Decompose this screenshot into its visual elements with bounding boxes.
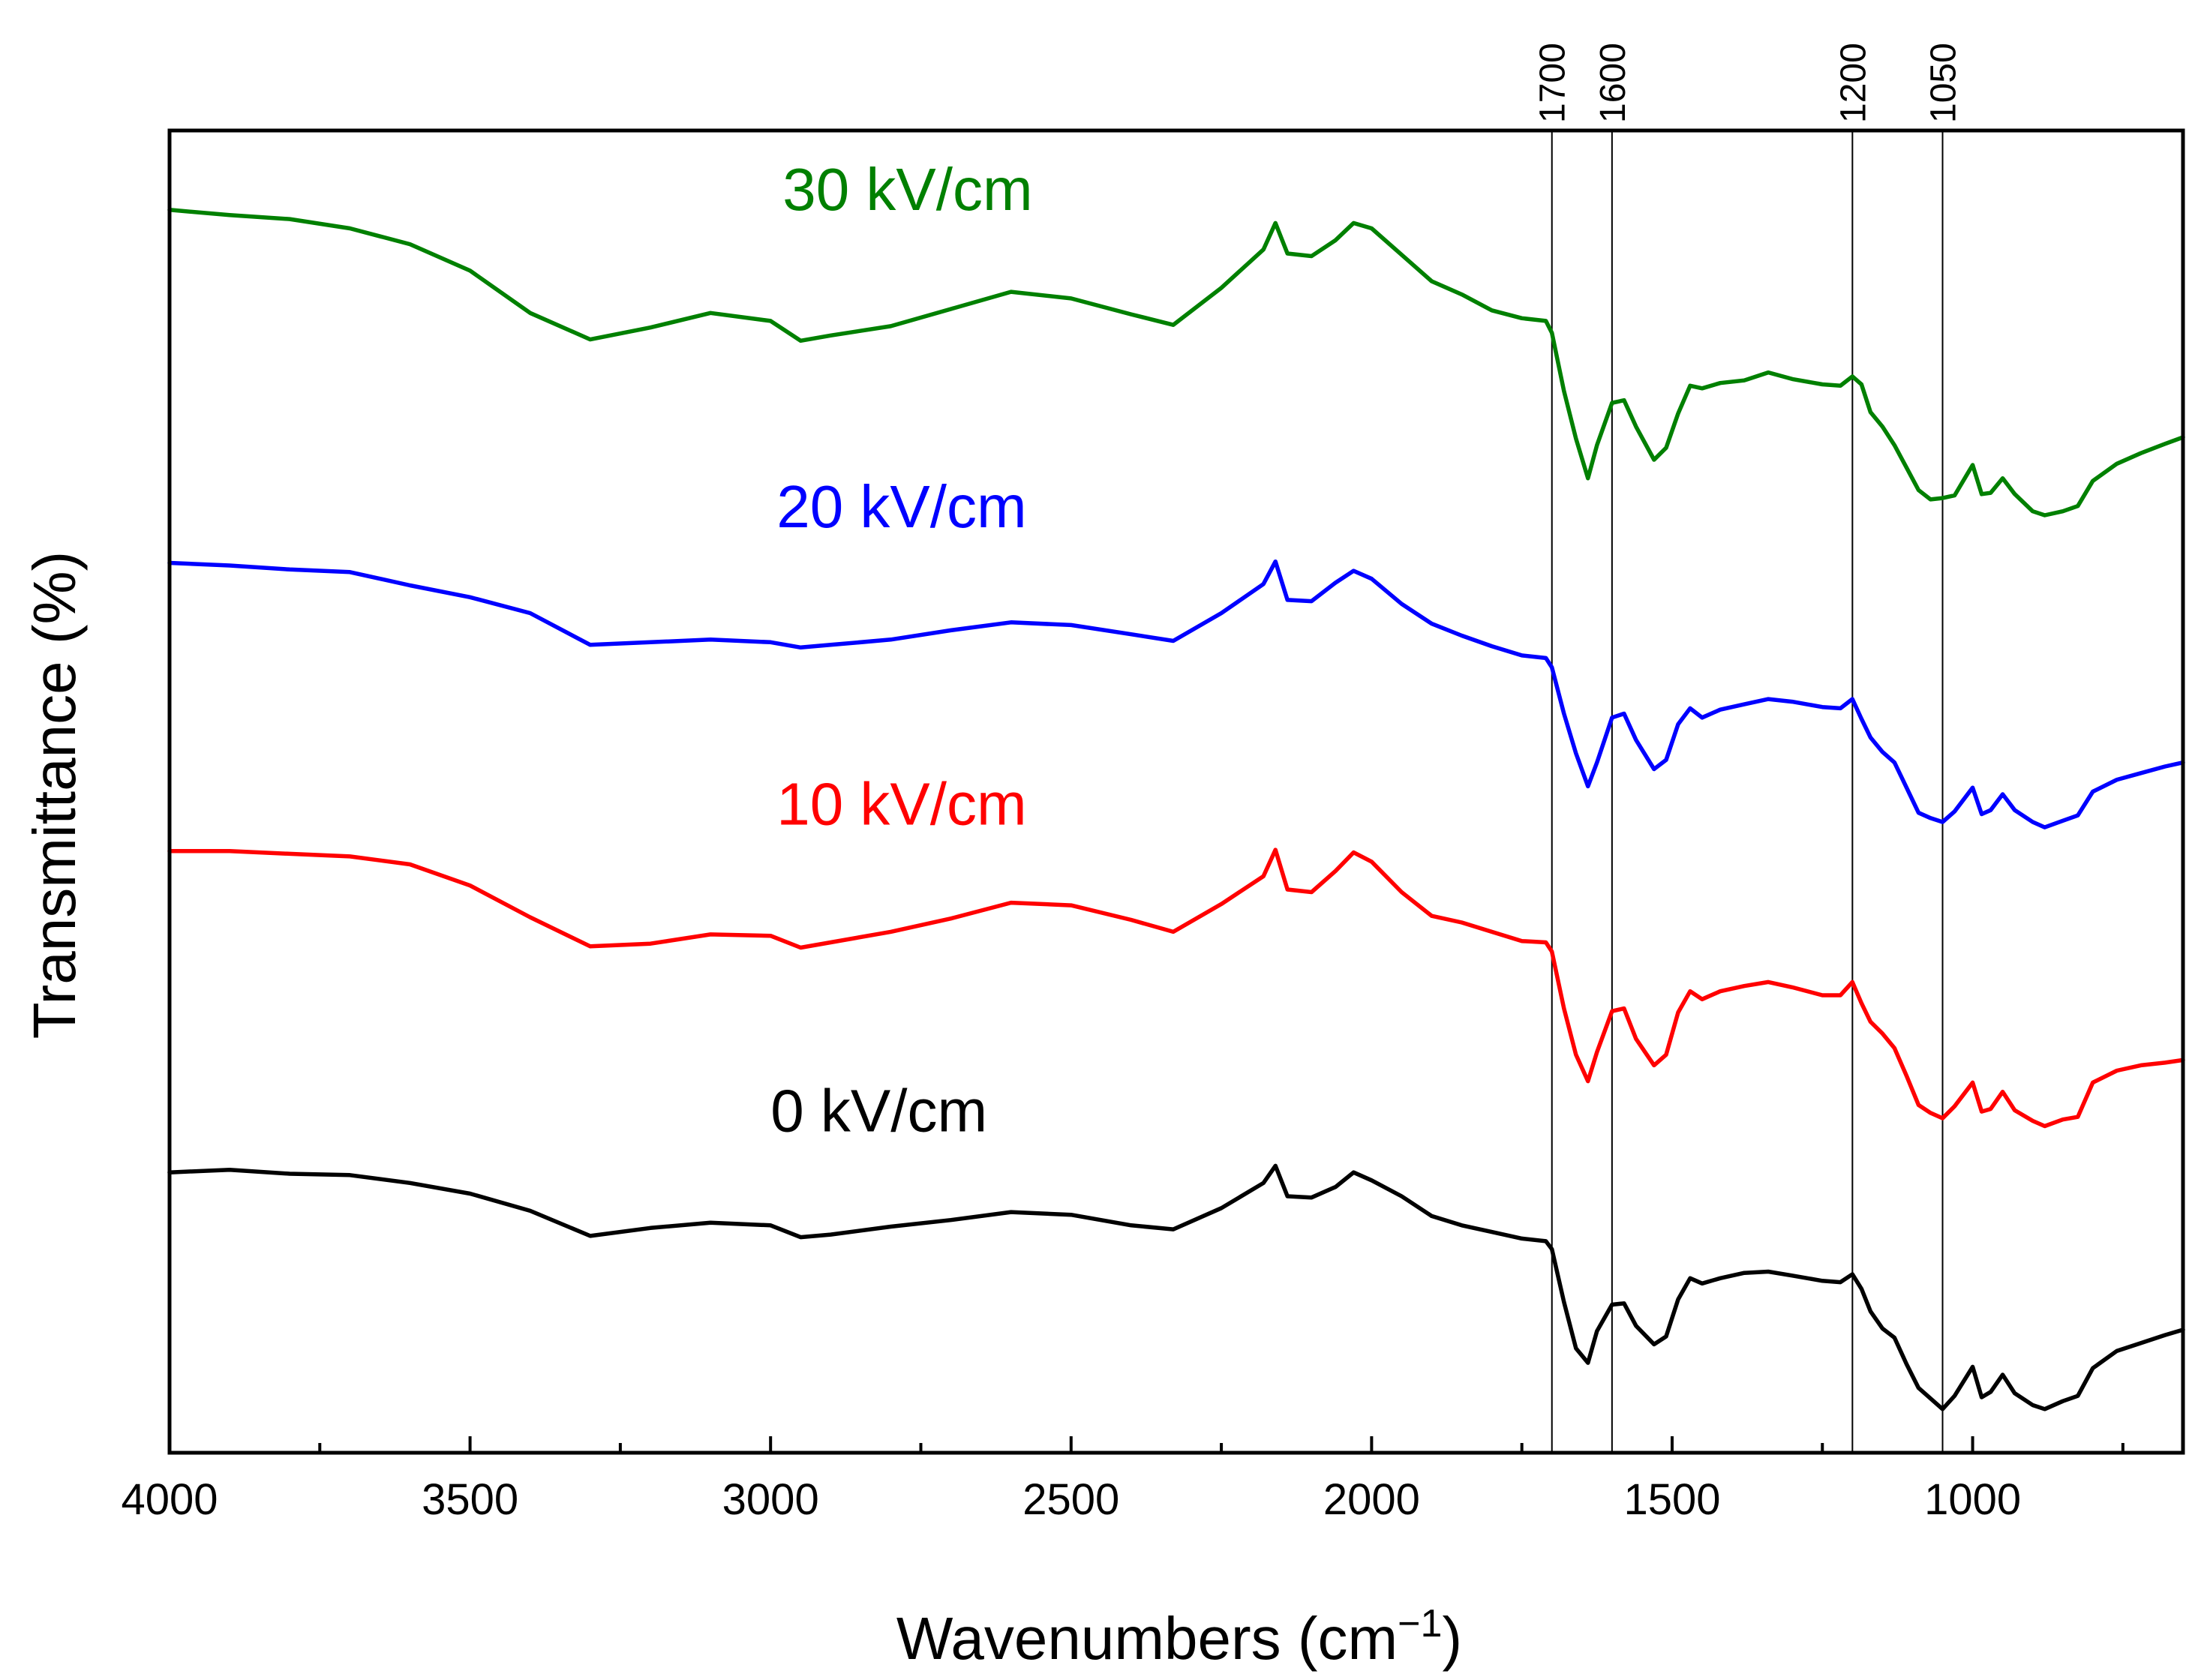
x-tick-label: 1500 (1623, 1475, 1720, 1524)
reference-line-labels: 1700 1600 1200 1050 (1533, 43, 1964, 123)
x-tick-label: 2500 (1022, 1475, 1119, 1524)
series-line-10-kv-cm (167, 848, 2185, 1129)
reference-lines (1551, 130, 1944, 1453)
series-label-20-kv-cm: 20 kV/cm (776, 473, 1026, 540)
series-line-30-kv-cm (167, 208, 2185, 518)
reference-line-label-1700: 1700 (1533, 43, 1573, 123)
x-tick-label: 3500 (422, 1475, 518, 1524)
series-labels: 30 kV/cm 20 kV/cm 10 kV/cm 0 kV/cm (770, 156, 1032, 1144)
series-label-10-kv-cm: 10 kV/cm (776, 771, 1026, 838)
x-tick-label: 3000 (722, 1475, 819, 1524)
series-line-0-kv-cm (167, 1163, 2185, 1412)
x-axis-title: Wavenumbers (cm−1) (896, 1602, 1462, 1672)
plot-area-frame (167, 128, 2185, 1455)
series-label-30-kv-cm: 30 kV/cm (782, 156, 1032, 223)
x-axis-ticks: 4000 3500 3000 2500 2000 1500 1000 (121, 1436, 2124, 1524)
x-tick-label: 4000 (121, 1475, 218, 1524)
y-axis-title: Transmittance (%) (21, 551, 88, 1040)
x-tick-label: 2000 (1323, 1475, 1420, 1524)
series-line-20-kv-cm (167, 559, 2185, 830)
reference-line-label-1600: 1600 (1593, 43, 1633, 123)
x-tick-label: 1000 (1924, 1475, 2021, 1524)
reference-line-label-1050: 1050 (1924, 43, 1964, 123)
reference-line-label-1200: 1200 (1833, 43, 1873, 123)
series-label-0-kv-cm: 0 kV/cm (770, 1078, 987, 1144)
series-lines (167, 208, 2185, 1412)
